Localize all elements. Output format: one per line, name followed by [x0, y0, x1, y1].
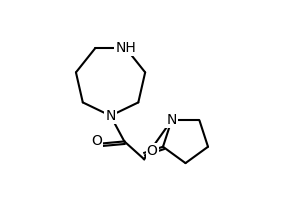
Text: N: N: [167, 113, 177, 127]
Text: NH: NH: [116, 41, 136, 55]
Text: O: O: [147, 144, 158, 158]
Text: N: N: [105, 109, 116, 123]
Text: O: O: [91, 134, 102, 148]
